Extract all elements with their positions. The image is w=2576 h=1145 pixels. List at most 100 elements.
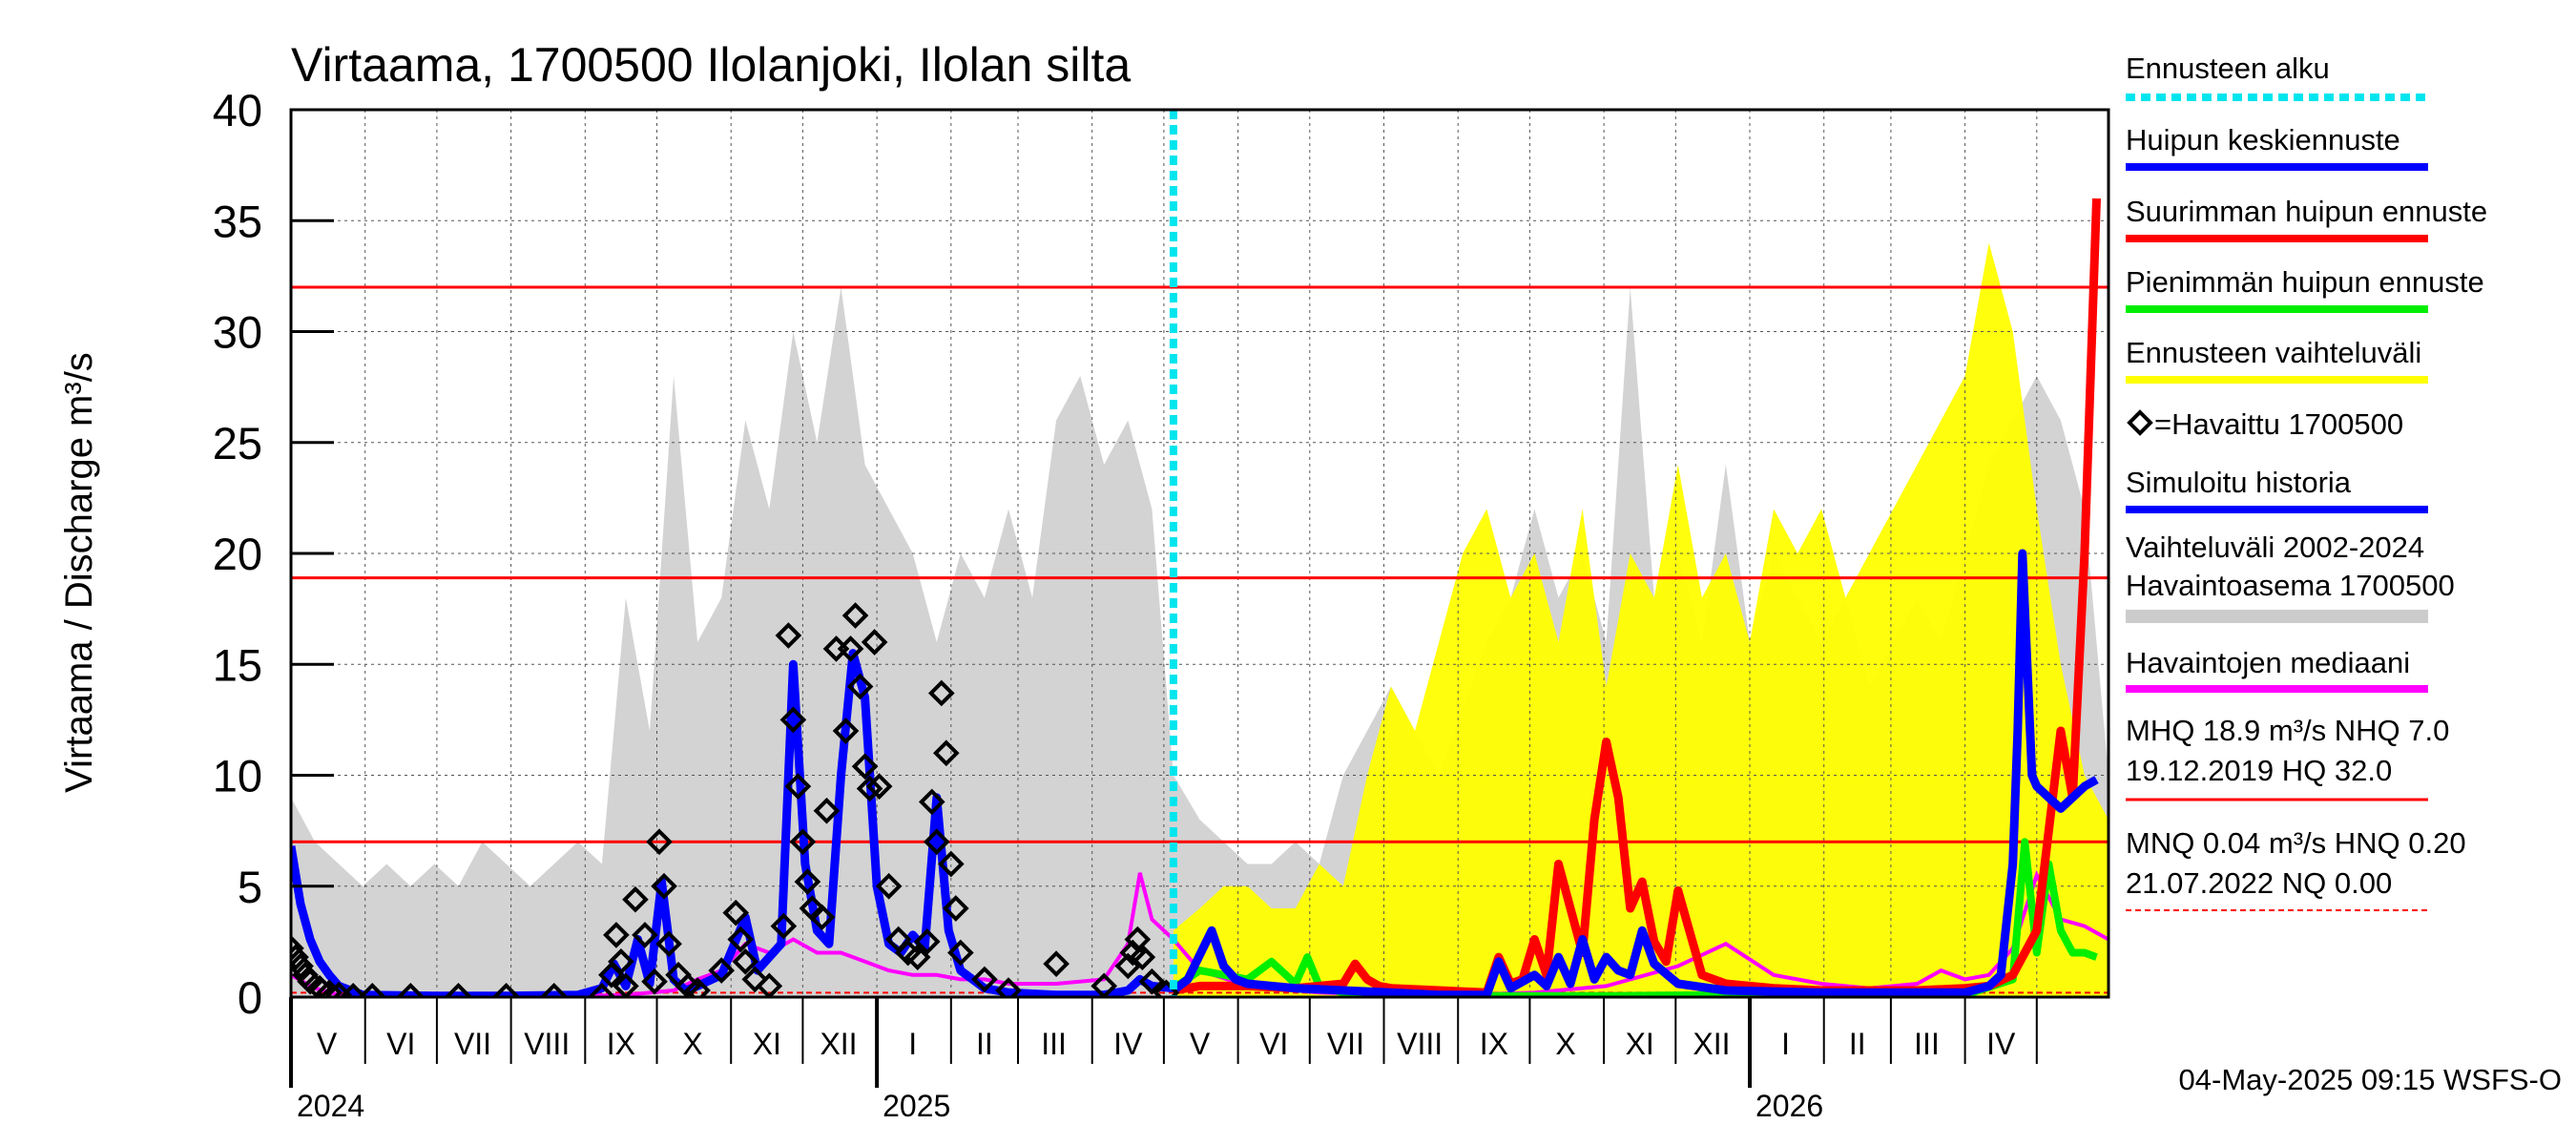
x-month-label-13: VI [1259,1027,1288,1061]
x-month-label-9: II [976,1027,993,1061]
observed-point-0 [291,935,304,962]
forecast-band [1173,242,2109,997]
observed-point-65 [995,977,1022,997]
x-month-label-7: XII [820,1027,857,1061]
x-month-label-22: III [1914,1027,1940,1061]
observed-point-10 [397,983,425,997]
observed-point-8 [340,983,366,997]
observed-point-39 [794,868,821,895]
observed-point-45 [837,635,864,662]
observed-point-24 [655,930,682,958]
stats-line1: MHQ 18.9 m³/s NHQ 7.0 [2126,714,2449,747]
y-tick-label-8: 40 [213,85,262,135]
y-tick-label-1: 5 [238,862,262,912]
legend-label-5: =Havaittu 1700500 [2154,407,2403,441]
y-tick-label-6: 30 [213,307,262,358]
series-mean-forecast [1171,549,2099,997]
chart-title: Virtaama, 1700500 Ilolanjoki, Ilolan sil… [291,38,1131,92]
y-tick-label-2: 10 [213,751,262,802]
observed-point-36 [779,706,807,734]
stats-line4: 21.07.2022 NQ 0.00 [2126,866,2392,900]
y-tick-label-0: 0 [238,972,262,1023]
stats-line3: MNQ 0.04 m³/s HNQ 0.20 [2126,826,2466,860]
observed-point-56 [913,928,941,955]
x-month-label-17: X [1555,1027,1575,1061]
observed-point-27 [684,977,711,997]
x-month-label-19: XII [1693,1027,1730,1061]
observed-point-22 [646,828,673,856]
observed-point-37 [784,773,812,800]
observed-point-64 [971,966,998,993]
x-month-label-1: VI [386,1027,415,1061]
x-month-label-5: X [682,1027,702,1061]
x-month-label-2: VII [454,1027,491,1061]
observed-point-49 [856,775,883,802]
legend-label-3: Pienimmän huipun ennuste [2126,265,2484,299]
legend-label-6: Simuloitu historia [2126,466,2352,499]
x-month-label-10: III [1041,1027,1067,1061]
observed-point-20 [632,922,658,948]
observed-point-28 [708,957,736,984]
observed-point-30 [727,926,755,953]
x-month-label-20: I [1781,1027,1790,1061]
observed-point-71 [1129,944,1156,970]
observed-point-66 [1043,950,1070,977]
observed-point-16 [603,922,630,948]
x-month-label-18: XI [1626,1027,1654,1061]
observed-point-23 [651,872,677,900]
observed-point-29 [722,899,750,926]
observed-point-61 [937,850,965,878]
x-year-label-1: 2025 [883,1089,950,1123]
x-month-label-0: V [317,1027,338,1061]
x-month-label-3: VIII [524,1027,570,1061]
stats-line2: 19.12.2019 HQ 32.0 [2126,754,2392,787]
observed-point-63 [947,939,974,967]
x-month-label-8: I [908,1027,917,1061]
observed-point-59 [927,679,955,707]
observed-point-17 [608,947,634,975]
observed-point-31 [732,947,759,975]
x-month-label-14: VII [1327,1027,1364,1061]
observed-point-35 [775,622,802,649]
legend-marker-observed [2127,409,2153,436]
y-tick-label-7: 35 [213,196,262,246]
observed-point-62 [943,895,969,922]
y-axis-label: Virtaama / Discharge m³/s [58,352,100,793]
observed-point-50 [861,629,888,656]
observed-point-47 [846,673,874,700]
observed-point-38 [789,828,817,856]
legend-label-9: Havaintojen mediaani [2126,646,2410,679]
observed-point-46 [841,602,869,629]
legend-label-1: Huipun keskiennuste [2126,123,2400,156]
observed-point-21 [641,968,668,995]
x-month-label-12: V [1190,1027,1211,1061]
series-min-forecast [1171,838,2098,997]
observed-point-32 [741,966,769,993]
x-month-label-21: II [1849,1027,1866,1061]
observed-point-55 [904,944,931,970]
legend: Ennusteen alku Huipun keskiennuste Suurimm… [2126,52,2487,911]
legend-label-0: Ennusteen alku [2126,52,2330,85]
x-month-label-15: VIII [1397,1027,1443,1061]
x-year-label-2: 2026 [1755,1089,1823,1123]
observed-point-51 [865,773,893,800]
x-month-label-16: IX [1480,1027,1508,1061]
observed-point-9 [359,983,386,997]
x-month-label-23: IV [1986,1027,2016,1061]
footer-timestamp: 04-May-2025 09:15 WSFS-O [2179,1063,2562,1096]
y-tick-label-3: 15 [213,639,262,690]
observed-point-42 [813,797,841,824]
observed-point-57 [918,788,945,816]
observed-point-60 [932,739,960,767]
observed-point-72 [1138,968,1166,995]
y-tick-label-5: 25 [213,418,262,468]
observed-point-13 [540,983,568,997]
plot-inner [291,110,2109,997]
x-month-label-6: XI [753,1027,781,1061]
plot-area [291,110,2109,997]
observed-point-11 [445,983,472,997]
observed-point-41 [808,904,836,931]
x-month-label-4: IX [607,1027,635,1061]
